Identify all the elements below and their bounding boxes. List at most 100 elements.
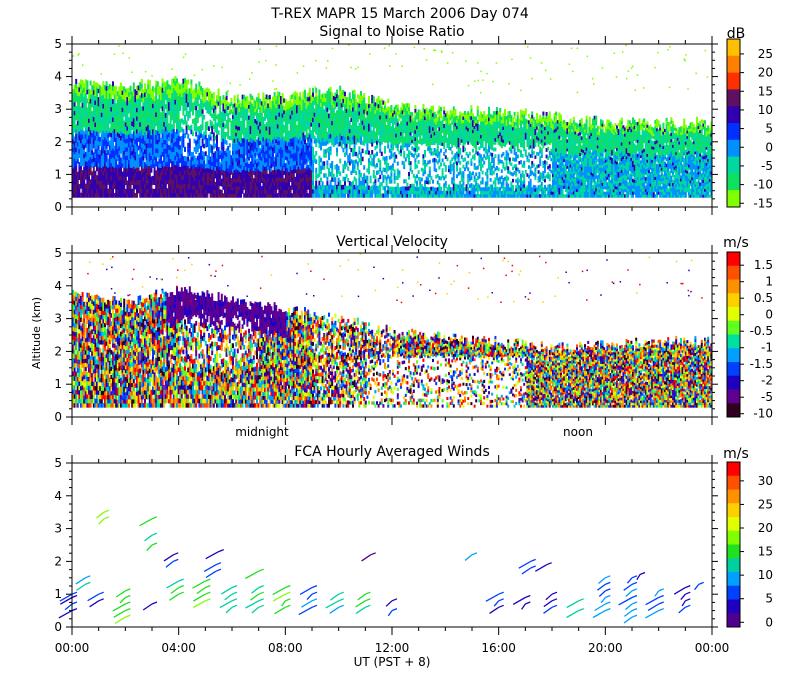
winds-colorbar-label: 30	[758, 474, 773, 488]
wind-barb-flag	[498, 591, 504, 595]
wind-barb-flag	[391, 598, 398, 602]
wind-barb-flag	[578, 607, 584, 612]
wind-barb	[597, 583, 606, 591]
wind-barb-flag	[658, 601, 664, 605]
wind-barb	[98, 518, 105, 525]
winds-colorbar-label: 5	[765, 592, 773, 606]
velocity-colorbar-swatch	[727, 375, 740, 390]
wind-barb	[521, 567, 532, 575]
wind-barb	[645, 596, 660, 606]
wind-barb	[59, 596, 73, 605]
wind-barb	[647, 603, 660, 611]
velocity-y-tick-label: 4	[54, 279, 62, 293]
wind-barb-flag	[551, 598, 558, 602]
wind-barb	[205, 570, 217, 579]
wind-barb-flag	[71, 591, 78, 595]
x-tick-label: 08:00	[268, 641, 303, 655]
wind-barb	[245, 600, 260, 609]
wind-barb-flag	[551, 591, 558, 595]
winds-axes: 0 1 2 3 4 5	[54, 455, 718, 635]
wind-barb	[598, 590, 606, 597]
wind-barb-flag	[258, 591, 264, 595]
snr-y-tick-label: 4	[54, 70, 62, 84]
wind-barb	[543, 600, 553, 608]
wind-barb	[600, 597, 606, 604]
velocity-colorbar-swatch	[727, 334, 740, 349]
wind-barb	[166, 580, 180, 589]
wind-barb-flag	[338, 591, 344, 595]
velocity-colorbar-label: -2	[761, 374, 773, 388]
wind-barb	[598, 577, 606, 584]
wind-barb	[545, 593, 553, 601]
wind-barb-flag	[173, 558, 179, 563]
wind-barb-flag	[125, 588, 131, 592]
wind-barb	[694, 584, 700, 591]
wind-barb	[58, 610, 73, 619]
wind-barb	[566, 610, 580, 619]
velocity-y-tick-label: 0	[54, 410, 62, 424]
velocity-colorbar-swatch	[727, 320, 740, 335]
wind-barb	[464, 554, 473, 562]
velocity-colorbar-label: 1.5	[754, 258, 773, 272]
wind-barb	[636, 574, 641, 581]
wind-barb-flag	[551, 604, 558, 608]
wind-barb-flag	[631, 601, 638, 605]
wind-barb-flag	[71, 601, 78, 605]
winds-colorbar-swatch	[727, 558, 740, 573]
x-tick-label: 00:00	[695, 641, 730, 655]
wind-barb	[89, 600, 100, 608]
wind-barb	[274, 606, 286, 615]
snr-colorbar-swatch	[727, 156, 740, 174]
wind-barb	[673, 587, 686, 595]
snr-y-tick-label: 2	[54, 135, 62, 149]
wind-barb	[139, 518, 153, 527]
wind-barb	[301, 600, 313, 608]
snr-colorbar-label: 10	[758, 103, 773, 117]
wind-barb-flag	[231, 598, 238, 602]
winds-colorbar-swatch	[727, 572, 740, 587]
snr-colorbar-label: -15	[753, 196, 773, 210]
wind-barb	[115, 590, 126, 598]
wind-barb	[566, 600, 580, 609]
wind-barb	[355, 600, 366, 608]
colorbars-layer: 25 20 15 10 5 0 -5 -10 -15 1.5 1 0.5 0 -0.5 -1 -1.5 -2 -5…	[726, 38, 773, 629]
wind-barb	[245, 570, 260, 580]
wind-barb-flag	[178, 591, 184, 595]
snr-colorbar-label: 25	[758, 47, 773, 61]
wind-barb	[385, 600, 393, 607]
wind-barb	[169, 593, 180, 601]
wind-barb	[298, 606, 313, 616]
wind-barb-flag	[285, 604, 291, 608]
wind-barb	[361, 554, 372, 562]
wind-barb-flag	[525, 594, 531, 599]
winds-y-tick-label: 5	[54, 456, 62, 470]
velocity-colorbar-swatch	[727, 252, 740, 267]
wind-barb-flag	[311, 604, 318, 608]
wind-barb-flag	[231, 591, 238, 595]
wind-barb	[618, 596, 633, 606]
wind-barb-flag	[498, 598, 504, 602]
wind-barb	[329, 593, 340, 601]
velocity-colorbar-swatch	[727, 307, 740, 322]
velocity-colorbar-swatch	[727, 389, 740, 404]
wind-barb-flag	[258, 598, 264, 602]
x-tick-label: 00:00	[55, 641, 90, 655]
wind-barb-flag	[125, 607, 131, 612]
snr-y-tick-label: 3	[54, 102, 62, 116]
winds-y-tick-label: 2	[54, 554, 62, 568]
figure-title: T-REX MAPR 15 March 2006 Day 074	[270, 6, 529, 22]
wind-barb-flag	[215, 568, 222, 572]
snr-colorbar-swatch	[727, 89, 740, 107]
winds-colorbar-swatch	[727, 503, 740, 518]
wind-barb	[592, 610, 606, 619]
velocity-y-tick-label: 5	[54, 246, 62, 260]
winds-colorbar-swatch	[727, 585, 740, 600]
wind-barb	[192, 580, 206, 589]
wind-barb-flag	[151, 601, 158, 605]
velocity-colorbar-swatch	[727, 362, 740, 377]
winds-colorbar: 30 25 20 15 10 5 0	[726, 461, 773, 629]
wind-barb-flag	[365, 591, 371, 595]
wind-barb	[119, 597, 126, 604]
wind-barb	[493, 600, 500, 607]
wind-barb-flag	[98, 598, 104, 602]
